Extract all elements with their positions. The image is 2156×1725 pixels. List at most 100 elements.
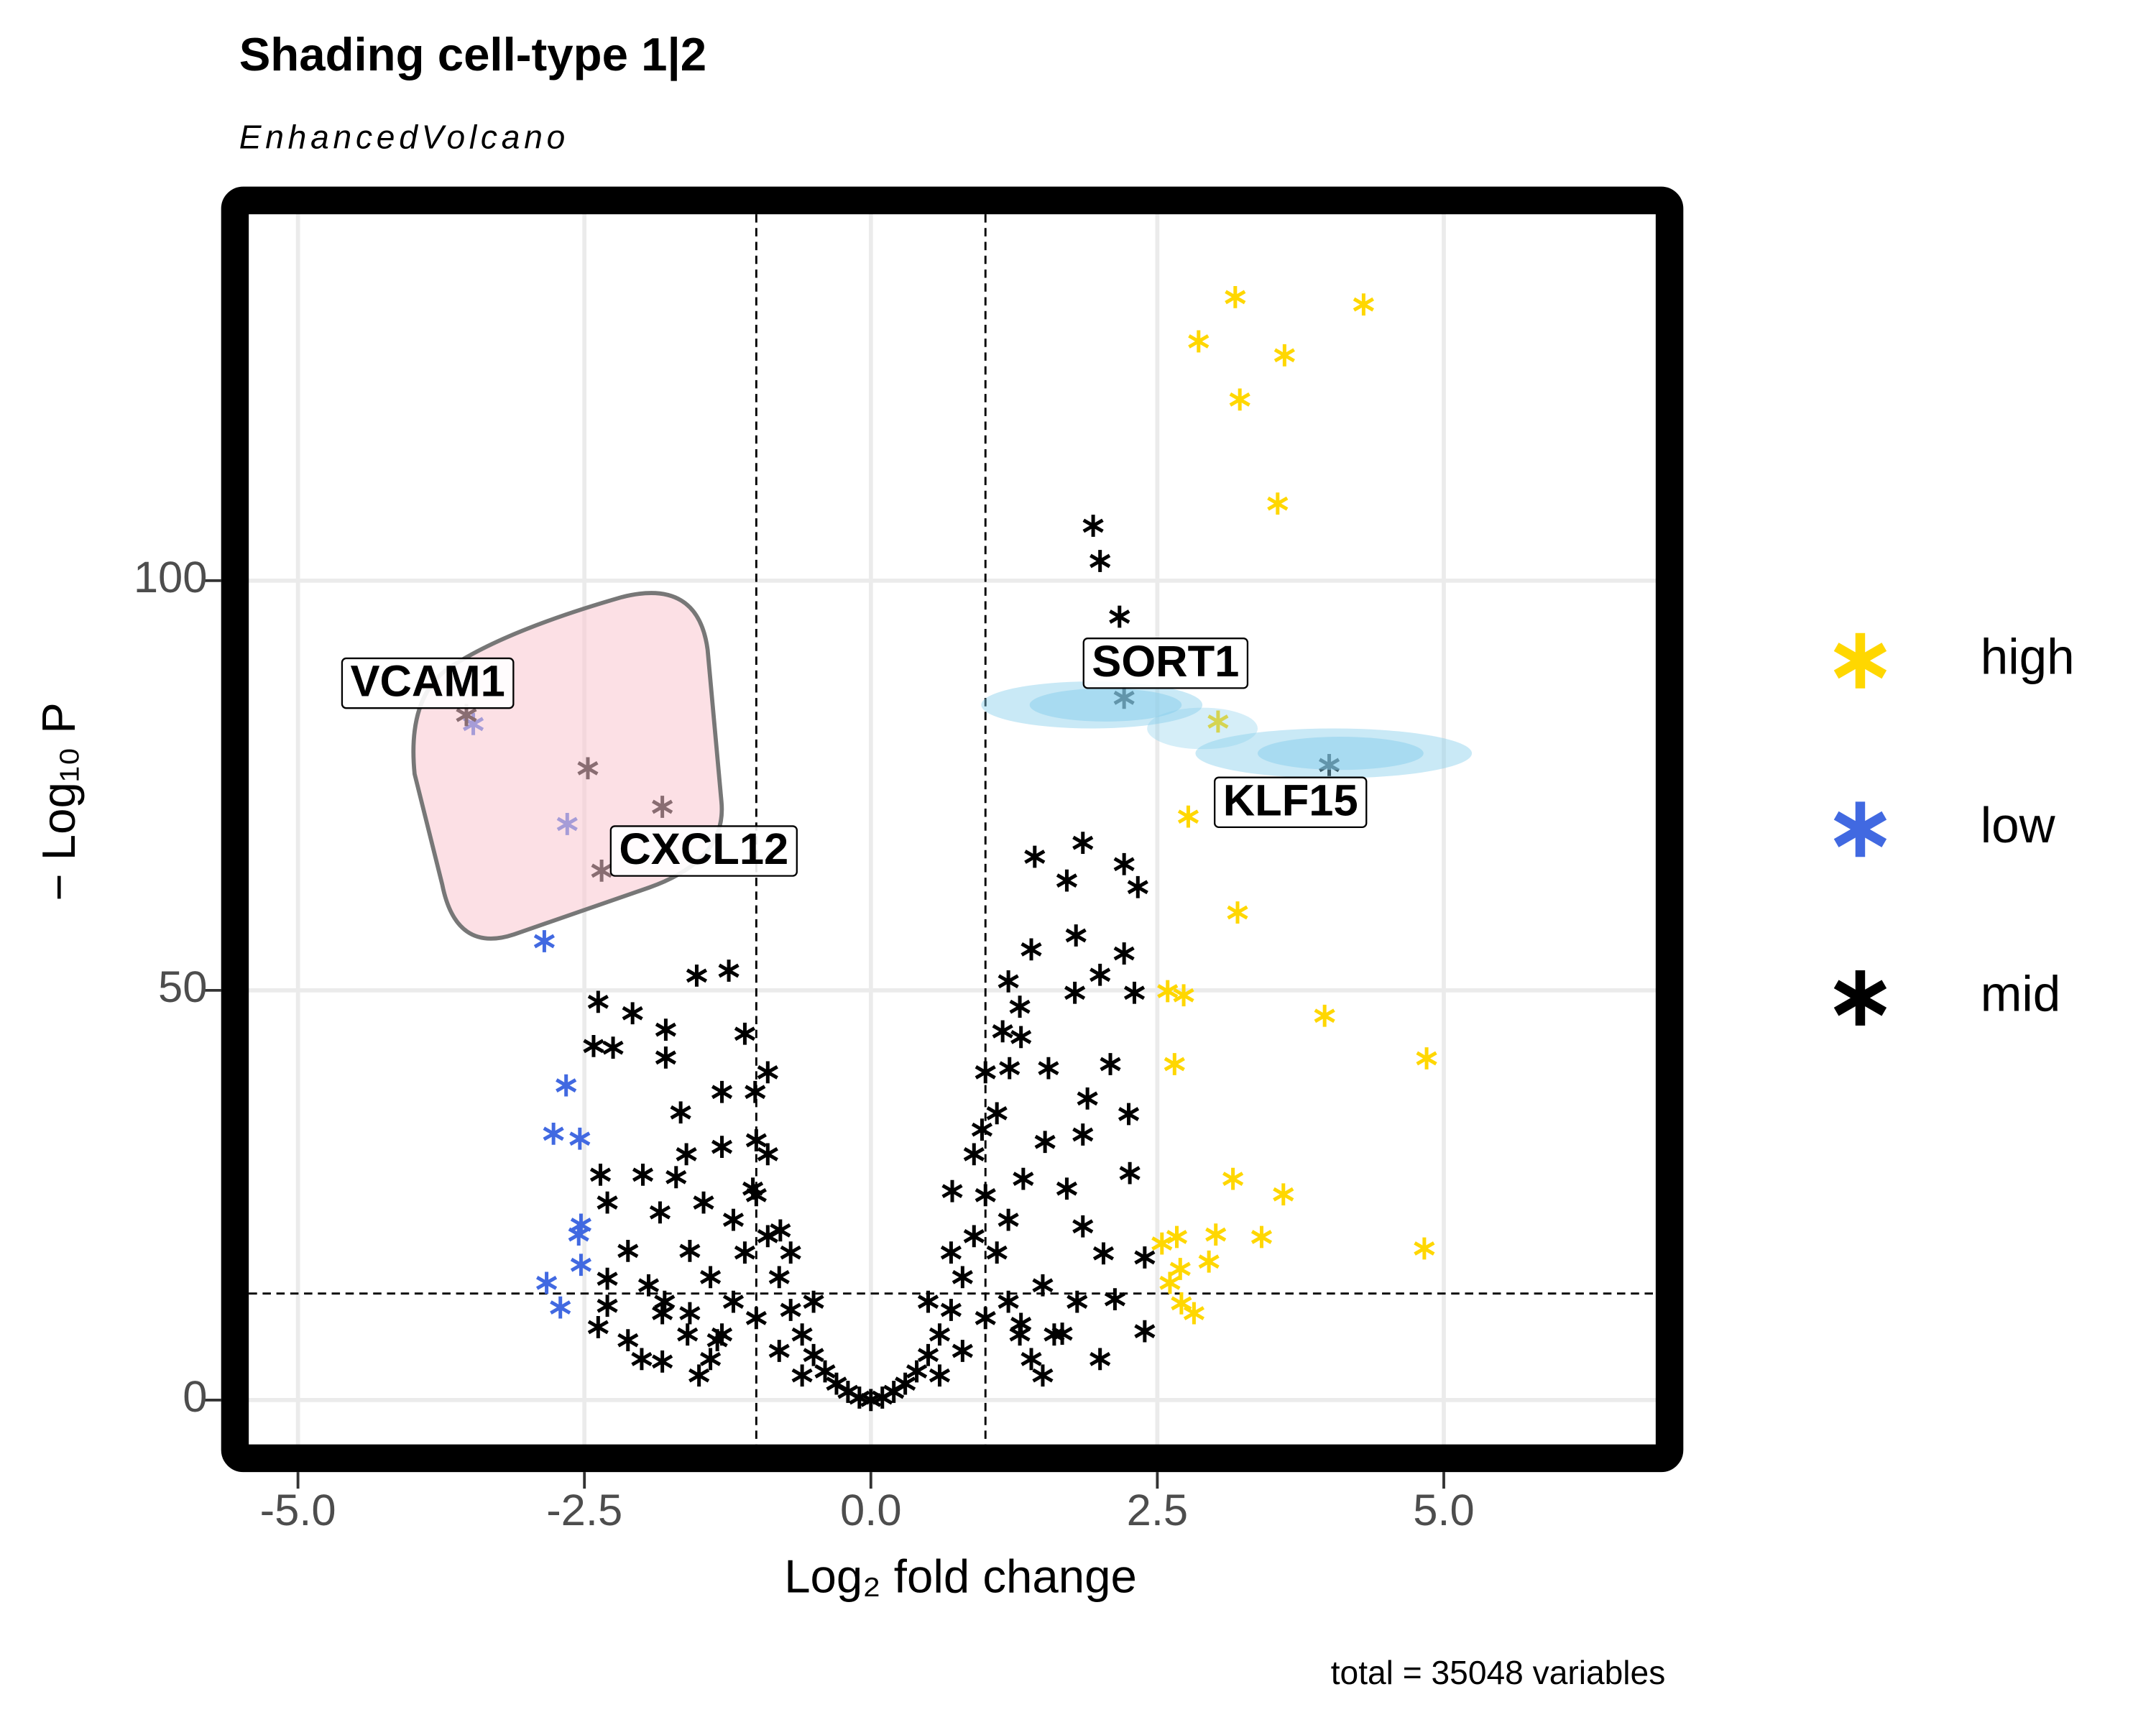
point: [670, 1101, 691, 1124]
point: [533, 930, 555, 952]
point: [1072, 832, 1094, 855]
point: [1159, 1271, 1181, 1294]
point-label: SORT1: [1082, 637, 1249, 689]
point: [1225, 285, 1246, 308]
point: [1267, 492, 1289, 515]
point: [617, 1240, 639, 1262]
point: [1123, 981, 1146, 1004]
point: [971, 1118, 993, 1141]
x-tick-label: -2.5: [546, 1486, 622, 1535]
point: [1164, 1053, 1185, 1075]
point: [677, 1323, 699, 1346]
y-tick-label: 50: [158, 962, 207, 1012]
point: [768, 1340, 790, 1362]
legend-label: mid: [1981, 966, 2061, 1022]
point: [1414, 1237, 1435, 1260]
point: [1024, 845, 1046, 868]
point: [1056, 1177, 1078, 1200]
point: [757, 1225, 778, 1248]
x-tick-label: 2.5: [1127, 1486, 1189, 1535]
point: [929, 1364, 951, 1387]
point: [1113, 852, 1135, 875]
chart-title: Shading cell-type 1|2: [239, 28, 706, 81]
point: [1134, 1246, 1156, 1269]
point: [1171, 1292, 1192, 1315]
point: [711, 1080, 733, 1103]
point: [550, 1296, 571, 1319]
point: [791, 1323, 813, 1346]
point: [596, 1191, 618, 1214]
legend-marker: [1833, 632, 1887, 689]
point: [637, 1274, 660, 1297]
point: [1205, 1223, 1227, 1246]
point: [929, 1323, 951, 1346]
point: [917, 1290, 939, 1313]
density-shade: [1258, 737, 1424, 770]
point: [1032, 1364, 1054, 1387]
chart-subtitle: EnhancedVolcano: [239, 118, 569, 155]
point: [975, 1061, 996, 1084]
point: [780, 1241, 801, 1264]
point: [940, 1241, 962, 1264]
point: [952, 1340, 973, 1362]
point: [1173, 984, 1194, 1007]
point: [1222, 1167, 1244, 1190]
point: [1104, 1288, 1125, 1311]
point: [745, 1184, 767, 1207]
y-tick-label: 100: [134, 553, 208, 602]
point: [622, 1002, 643, 1025]
point: [734, 1241, 755, 1264]
point: [1021, 1348, 1042, 1371]
point: [602, 1036, 624, 1059]
point: [654, 1290, 676, 1313]
point: [999, 1057, 1021, 1080]
label-text: CXCL12: [619, 824, 788, 874]
point: [596, 1267, 618, 1290]
y-tick-label: 0: [183, 1372, 207, 1422]
point: [1314, 1004, 1335, 1027]
point: [1169, 1258, 1191, 1280]
x-axis-label: Log₂ fold change: [784, 1550, 1137, 1602]
point: [1416, 1047, 1437, 1070]
point: [1100, 1053, 1121, 1075]
point: [1273, 344, 1295, 367]
point: [1021, 938, 1042, 961]
point: [757, 1143, 778, 1166]
point: [1273, 1183, 1294, 1206]
point: [917, 1343, 939, 1366]
point: [745, 1307, 767, 1330]
point-label: VCAM1: [341, 657, 515, 709]
point: [676, 1143, 697, 1166]
point: [679, 1240, 701, 1262]
point: [1082, 515, 1104, 537]
point: [722, 1208, 745, 1231]
point: [791, 1364, 813, 1387]
point: [768, 1266, 790, 1289]
point: [693, 1191, 714, 1214]
label-text: VCAM1: [350, 657, 505, 707]
x-tick-label: 5.0: [1413, 1486, 1475, 1535]
legend-marker: [1833, 801, 1887, 857]
point: [652, 1302, 673, 1325]
point: [998, 1208, 1019, 1231]
point: [1127, 875, 1148, 898]
point: [1089, 1348, 1111, 1371]
point: [1207, 710, 1229, 733]
point: [1064, 981, 1086, 1004]
point: [952, 1266, 973, 1289]
point: [1089, 963, 1111, 986]
point: [688, 1364, 710, 1387]
axes: -5.0 -2.5 0.0 2.5 5.0 0 50 100: [134, 553, 1475, 1535]
point: [1072, 1215, 1094, 1238]
legend-label: high: [1981, 629, 2075, 685]
point: [655, 1018, 676, 1041]
point: [536, 1271, 558, 1294]
label-text: SORT1: [1092, 637, 1239, 686]
caption: total = 35048 variables: [1331, 1654, 1666, 1691]
point: [1044, 1323, 1065, 1346]
point: [583, 1035, 604, 1057]
point: [589, 1163, 612, 1186]
point: [587, 990, 609, 1013]
density-shade: [1147, 707, 1258, 750]
label-text: KLF15: [1223, 776, 1358, 825]
